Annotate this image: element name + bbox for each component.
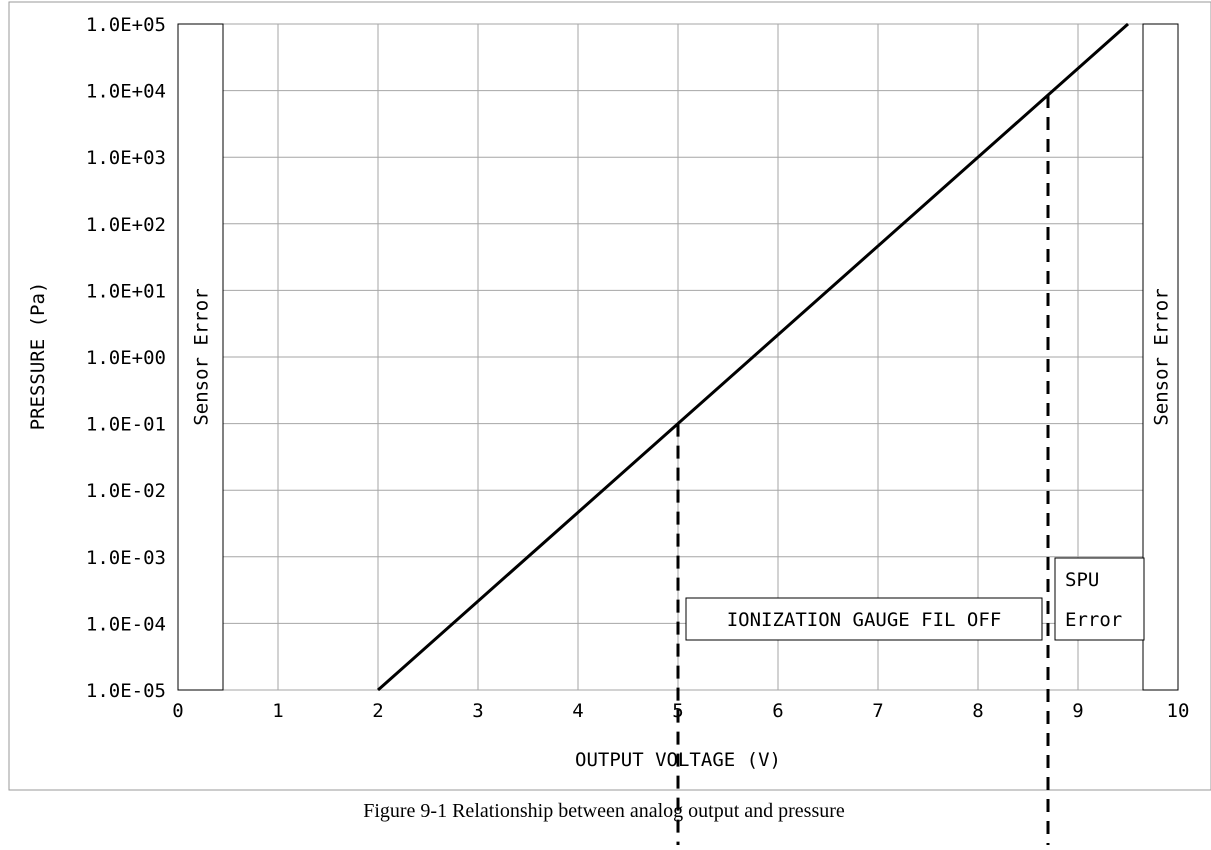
y-tick-label: 1.0E-02 [86,480,166,502]
x-tick-label: 8 [972,700,983,722]
x-tick-label: 1 [272,700,283,722]
y-tick-labels: 1.0E-05 1.0E-04 1.0E-03 1.0E-02 1.0E-01 1.0E+… [86,14,166,702]
y-tick-label: 1.0E+04 [86,81,166,103]
x-tick-label: 6 [772,700,783,722]
x-tick-label: 10 [1167,700,1190,722]
x-tick-label: 7 [872,700,883,722]
reference-lines-layer [676,95,1050,845]
region-layer: Sensor Error Sensor Error [177,23,1179,691]
sensor-error-region [177,23,224,691]
spu-error-label-line2: Error [1065,609,1122,631]
pressure-line [377,22,1129,692]
x-tick-label: 5 [672,700,683,722]
x-tick-label: 0 [172,700,183,722]
ionization-gauge-box [685,597,1043,641]
y-tick-label: 1.0E-03 [86,547,166,569]
sensor-error-region [1142,23,1179,691]
x-axis-label: OUTPUT VOLTAGE (V) [575,749,781,771]
y-tick-label: 1.0E+02 [86,214,166,236]
y-tick-label: 1.0E+01 [86,280,166,302]
ionization-gauge-label: IONIZATION GAUGE FIL OFF [727,609,1002,631]
annotation-layer: IONIZATION GAUGE FIL OFF SPU Error [685,557,1145,641]
x-tick-labels: 0 1 2 3 4 5 6 7 8 9 10 [172,700,1189,722]
x-tick-label: 2 [372,700,383,722]
sensor-error-label: Sensor Error [1151,288,1173,425]
sensor-error-label: Sensor Error [191,288,213,425]
y-tick-label: 1.0E-01 [86,414,166,436]
y-tick-label: 1.0E+05 [86,14,166,36]
x-tick-label: 3 [472,700,483,722]
figure-caption: Figure 9-1 Relationship between analog o… [363,800,845,822]
spu-error-box [1054,557,1145,641]
x-tick-label: 9 [1072,700,1083,722]
series-layer [377,22,1129,692]
x-tick-label: 4 [572,700,583,722]
y-tick-label: 1.0E-04 [86,613,166,635]
spu-error-label-line1: SPU [1065,569,1099,591]
y-axis-label: PRESSURE (Pa) [27,282,49,431]
y-tick-label: 1.0E+00 [86,347,166,369]
y-tick-label: 1.0E+03 [86,147,166,169]
y-tick-label: 1.0E-05 [86,680,166,702]
